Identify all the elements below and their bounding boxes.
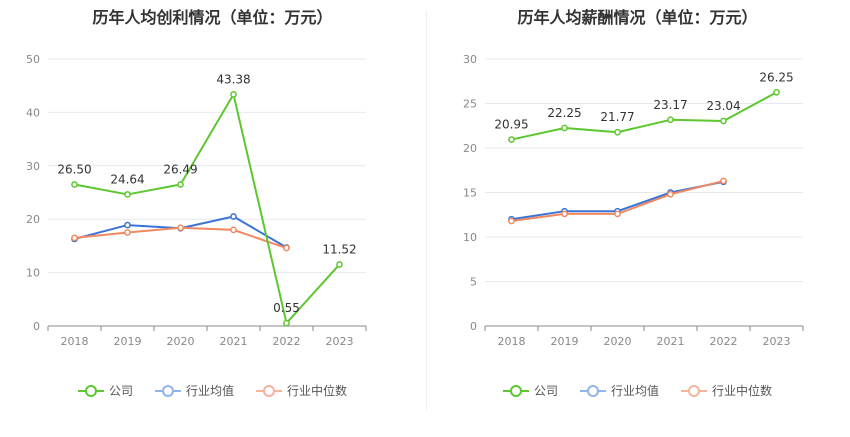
legend-company-icon [502, 384, 529, 397]
x-tick-label: 2021 [657, 335, 685, 348]
data-label: 22.25 [547, 106, 581, 120]
series-line-0 [511, 91, 777, 141]
y-tick-label: 0 [470, 320, 477, 333]
legend-industry-avg-icon [154, 384, 181, 397]
data-point [720, 177, 727, 185]
legend-item-industry-avg[interactable]: 行业均值 [579, 382, 659, 399]
profit-chart-panel: 历年人均创利情况（单位：万元） 0 10 20 30 40 50 2018 2019 2020 2… [0, 8, 425, 399]
y-tick-label: 15 [463, 187, 477, 200]
legend-label: 行业均值 [610, 384, 659, 398]
data-point [124, 221, 131, 229]
x-tick-label: 2020 [167, 335, 195, 348]
data-point [124, 191, 131, 198]
legend-item-company[interactable]: 公司 [77, 382, 133, 399]
legend-label: 公司 [533, 384, 558, 398]
legend-item-industry-median[interactable]: 行业中位数 [256, 382, 347, 399]
legend-company-icon [77, 384, 104, 397]
data-point [177, 181, 184, 188]
data-label: 43.38 [216, 72, 250, 86]
legend-item-industry-median[interactable]: 行业中位数 [681, 382, 772, 399]
y-tick-label: 5 [470, 276, 477, 289]
legend-item-industry-avg[interactable]: 行业均值 [154, 382, 234, 399]
x-tick-label: 2023 [326, 335, 354, 348]
data-label: 26.25 [759, 70, 793, 84]
chart-title: 历年人均创利情况（单位：万元） [92, 8, 333, 27]
x-tick-label: 2019 [551, 335, 579, 348]
legend-label: 行业中位数 [287, 384, 348, 398]
data-point [283, 244, 290, 252]
series-line-0 [74, 93, 341, 325]
y-tick-label: 30 [463, 53, 477, 66]
x-tick-label: 2020 [604, 335, 632, 348]
x-tick-label: 2018 [498, 335, 526, 348]
y-tick-label: 10 [26, 267, 40, 280]
data-label: 24.64 [110, 172, 144, 186]
data-point [336, 261, 343, 268]
data-point [614, 128, 621, 136]
data-point [773, 89, 780, 96]
chart-legend: 公司 行业均值 行业中位数 [425, 382, 850, 399]
y-tick-label: 0 [33, 320, 40, 333]
data-point [667, 116, 674, 124]
data-label: 20.95 [494, 118, 528, 132]
data-label: 26.49 [163, 163, 197, 177]
y-tick-label: 20 [463, 142, 477, 155]
y-tick-label: 20 [26, 213, 40, 226]
data-point [561, 124, 568, 132]
legend-label: 行业均值 [185, 384, 234, 398]
y-tick-label: 10 [463, 231, 477, 244]
data-point [720, 117, 727, 125]
profit-line-chart: 0 10 20 30 40 50 2018 2019 2020 2021 2022 2023 26.50… [26, 53, 367, 348]
legend-label: 公司 [108, 384, 133, 398]
data-label: 23.04 [706, 99, 740, 113]
legend-industry-median-icon [681, 384, 707, 397]
data-point [561, 210, 568, 218]
data-label: 26.50 [57, 162, 91, 176]
chart-legend: 公司 行业均值 行业中位数 [0, 382, 425, 399]
data-point [177, 224, 184, 232]
salary-line-chart: 0 5 10 15 20 25 30 2018 2019 2020 2021 2022 2023 20.9… [463, 53, 804, 348]
x-tick-label: 2021 [220, 335, 248, 348]
y-tick-label: 50 [26, 53, 40, 66]
data-label: 11.52 [322, 242, 356, 256]
legend-industry-avg-icon [579, 384, 606, 397]
data-point [230, 213, 237, 220]
data-label: 23.17 [653, 98, 687, 112]
data-point [508, 217, 515, 225]
series-line-1 [74, 215, 288, 249]
salary-chart-panel: 历年人均薪酬情况（单位：万元） 0 5 10 15 20 25 30 2018 2019 2020… [425, 0, 850, 437]
data-point [667, 190, 674, 198]
data-label: 21.77 [600, 110, 634, 124]
x-tick-label: 2019 [114, 335, 142, 348]
panel-divider [426, 10, 427, 410]
y-tick-label: 30 [26, 160, 40, 173]
data-point [71, 234, 78, 242]
legend-label: 行业中位数 [712, 384, 773, 398]
x-tick-label: 2022 [710, 335, 738, 348]
data-point [614, 210, 621, 218]
data-label: 0.55 [273, 301, 300, 315]
x-tick-label: 2018 [61, 335, 89, 348]
data-point [508, 136, 515, 143]
legend-industry-median-icon [256, 384, 282, 397]
y-tick-label: 25 [463, 98, 477, 111]
data-point [71, 181, 78, 188]
y-tick-label: 40 [26, 106, 40, 119]
data-point [230, 226, 237, 234]
x-tick-label: 2022 [273, 335, 301, 348]
data-point [283, 319, 290, 327]
data-point [230, 91, 237, 98]
chart-title: 历年人均薪酬情况（单位：万元） [517, 8, 758, 27]
data-point [124, 229, 131, 236]
x-tick-label: 2023 [763, 335, 791, 348]
legend-item-company[interactable]: 公司 [502, 382, 558, 399]
